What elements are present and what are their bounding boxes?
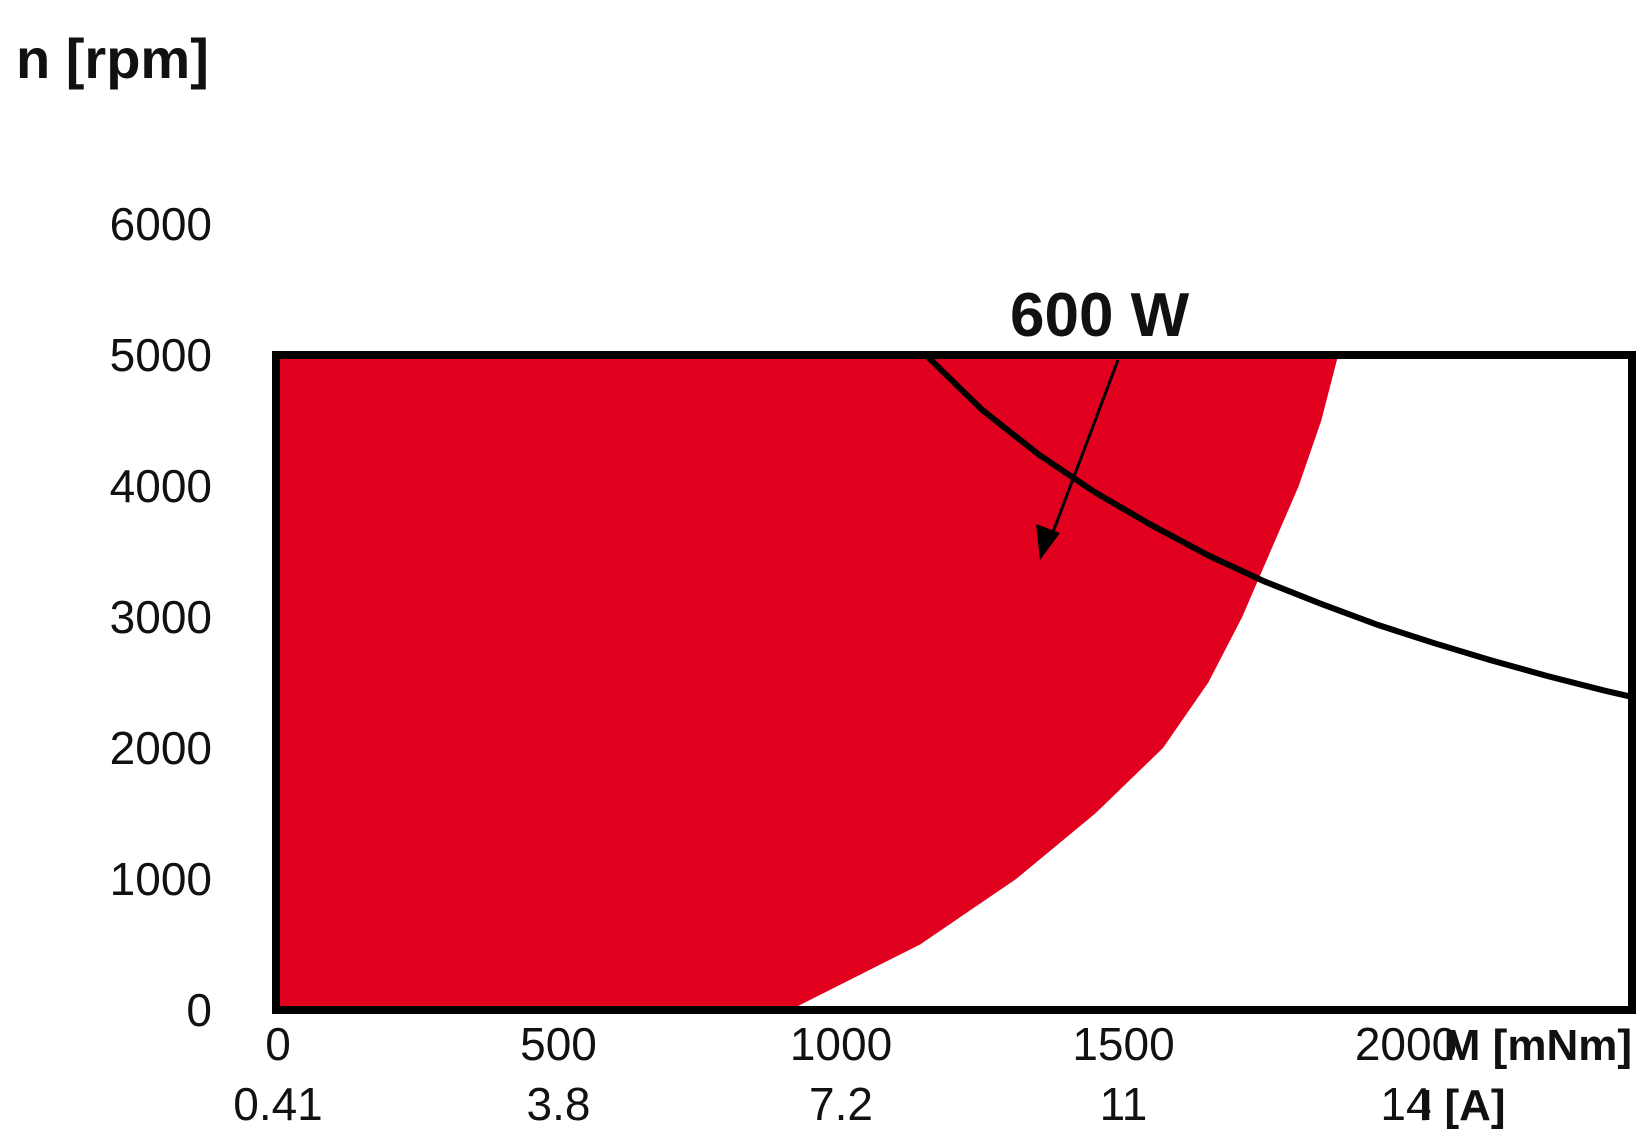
y-tick-label: 4000 bbox=[110, 460, 212, 512]
x-tick-label: 2000 bbox=[1355, 1018, 1457, 1070]
y-tick-label: 5000 bbox=[110, 329, 212, 381]
power-curve-600w bbox=[923, 352, 1633, 700]
x-tick-label: 1500 bbox=[1072, 1018, 1174, 1070]
y-tick-label: 2000 bbox=[110, 722, 212, 774]
y-tick-label: 0 bbox=[186, 984, 212, 1036]
plot-frame bbox=[272, 351, 1636, 1014]
x-tick-label: 0 bbox=[265, 1018, 291, 1070]
x-tick-labels: 0 500 1000 1500 2000 bbox=[265, 1018, 1457, 1070]
annotation-arrowhead bbox=[1036, 524, 1060, 560]
y-tick-label: 3000 bbox=[110, 591, 212, 643]
x-axis-label: M [mNm] bbox=[1444, 1021, 1632, 1070]
x2-axis-label: I [A] bbox=[1420, 1081, 1506, 1130]
y-tick-label: 6000 bbox=[110, 198, 212, 250]
x2-tick-label: 0.41 bbox=[233, 1078, 323, 1130]
annotation-arrow bbox=[1048, 359, 1120, 541]
y-axis-title: n [rpm] bbox=[16, 27, 209, 90]
operating-region bbox=[276, 355, 1339, 1010]
y-tick-label: 1000 bbox=[110, 853, 212, 905]
x-tick-label: 1000 bbox=[790, 1018, 892, 1070]
annotation-600w-label: 600 W bbox=[1010, 281, 1190, 350]
x2-tick-label: 11 bbox=[1100, 1078, 1148, 1130]
x2-tick-label: 7.2 bbox=[809, 1078, 873, 1130]
y-tick-labels: 0 1000 2000 3000 4000 5000 6000 bbox=[110, 198, 212, 1036]
x2-tick-label: 14 bbox=[1380, 1078, 1431, 1130]
plot-area bbox=[272, 351, 1636, 1014]
x-tick-label: 500 bbox=[520, 1018, 597, 1070]
x2-tick-labels: 0.41 3.8 7.2 11 14 bbox=[233, 1078, 1431, 1130]
x2-tick-label: 3.8 bbox=[527, 1078, 591, 1130]
